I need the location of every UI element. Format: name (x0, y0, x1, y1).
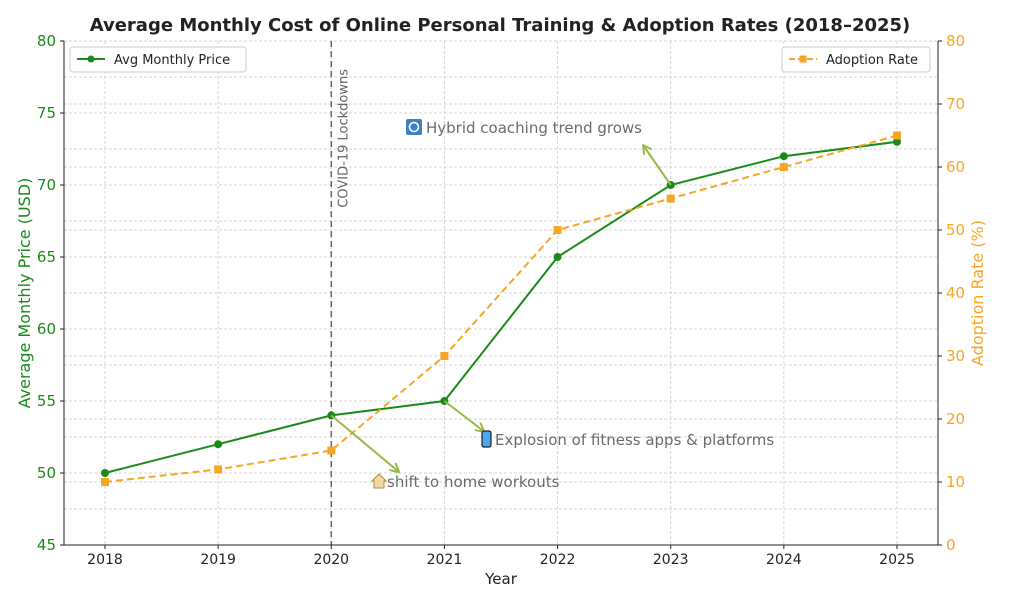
adoption-point (779, 163, 788, 171)
axes: 2018 2019 2020 2021 2022 2023 2024 2025 45 50 55 60… (37, 32, 965, 568)
house-icon (370, 473, 388, 489)
adoption-point (214, 465, 223, 474)
annotation-arrow (443, 400, 483, 431)
refresh-icon (406, 119, 422, 135)
x-tick-label: 2020 (313, 552, 349, 568)
covid-vline: COVID-19 Lockdowns (330, 41, 351, 545)
annotation-label: Explosion of fitness apps & platforms (495, 431, 774, 449)
legend-price[interactable]: Avg Monthly Price (69, 46, 247, 73)
adoption-point (327, 446, 336, 455)
grid (64, 40, 938, 546)
series-line-adoption (104, 134, 898, 483)
legend-adoption-marker (799, 55, 807, 63)
y-right-tick-label: 30 (946, 347, 965, 365)
price-point (779, 152, 788, 161)
x-tick-label: 2024 (766, 552, 802, 568)
x-tick-label: 2023 (653, 552, 689, 568)
legend-adoption[interactable]: Adoption Rate (781, 46, 931, 73)
legend-price-label: Avg Monthly Price (114, 53, 230, 68)
y-right-tick-label: 40 (946, 284, 965, 302)
y-left-tick-label: 80 (37, 32, 56, 50)
annotation-label: Hybrid coaching trend grows (426, 119, 642, 137)
adoption-point (666, 194, 675, 203)
refresh-icon-arc (408, 121, 420, 133)
y-axis-right-label: Adoption Rate (%) (968, 220, 987, 366)
x-axis-label: Year (484, 570, 518, 588)
price-point (893, 137, 901, 146)
y-right-tick-label: 50 (946, 221, 965, 239)
y-right-tick-label: 70 (946, 95, 965, 113)
legend-price-marker (87, 55, 95, 63)
annotation-arrow (330, 414, 398, 471)
y-right-tick-label: 0 (946, 536, 956, 554)
adoption-point (553, 226, 562, 234)
annotation-label: shift to home workouts (387, 473, 560, 491)
x-tick-label: 2021 (427, 552, 463, 568)
y-left-tick-label: 75 (37, 104, 56, 122)
adoption-point (101, 478, 109, 486)
series-line-price (104, 140, 898, 474)
y-left-tick-label: 45 (37, 536, 56, 554)
y-left-tick-label: 55 (37, 392, 56, 410)
price-point (101, 469, 109, 477)
x-tick-label: 2018 (87, 552, 123, 568)
annotations: shift to home workouts Explosion of fitne… (330, 119, 774, 491)
legend-adoption-label: Adoption Rate (826, 53, 918, 68)
y-right-tick-label: 80 (946, 32, 965, 50)
y-left-tick-label: 60 (37, 320, 56, 338)
y-left-tick-label: 65 (37, 248, 56, 266)
y-right-tick-label: 60 (946, 158, 965, 176)
x-tick-label: 2019 (200, 552, 236, 568)
x-tick-label: 2022 (540, 552, 576, 568)
adoption-point (893, 131, 901, 140)
y-right-tick-label: 20 (946, 410, 965, 428)
chart-title: Average Monthly Cost of Online Personal … (90, 15, 911, 36)
y-left-tick-label: 50 (37, 464, 56, 482)
price-point (553, 253, 562, 261)
y-right-tick-label: 10 (946, 473, 965, 491)
series (101, 131, 901, 486)
x-tick-label: 2025 (879, 552, 915, 568)
price-point (214, 440, 223, 449)
adoption-point (440, 352, 449, 360)
covid-label: COVID-19 Lockdowns (336, 69, 351, 208)
y-left-tick-label: 70 (37, 176, 56, 194)
phone-icon (481, 430, 492, 448)
annotation-arrow (644, 146, 672, 186)
y-axis-left-label: Average Monthly Price (USD) (15, 178, 34, 409)
